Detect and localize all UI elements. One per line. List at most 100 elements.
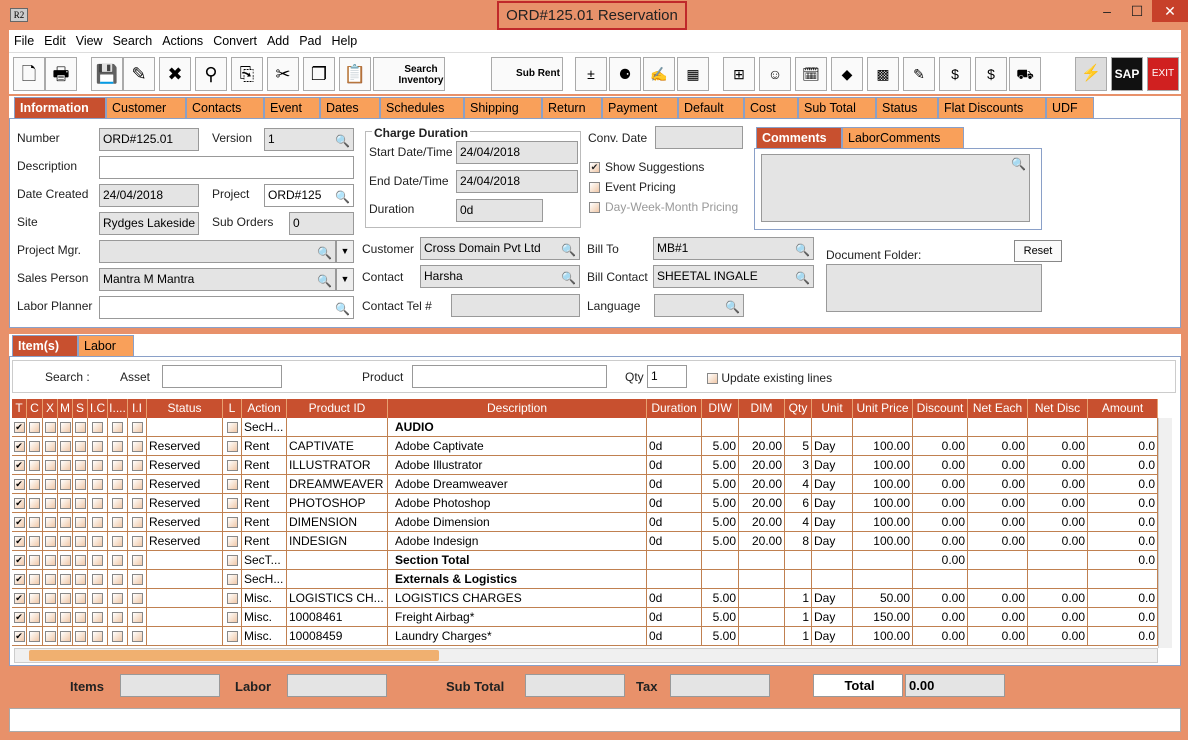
row-checkbox-cell[interactable] [73,532,88,551]
column-header-i[interactable]: I.... [108,399,128,418]
cell-unit[interactable] [812,570,853,589]
menu-help[interactable]: Help [331,34,358,48]
row-checkbox-cell[interactable] [43,589,58,608]
checkbox[interactable] [29,593,40,605]
checkbox[interactable] [112,422,123,434]
cell-dim[interactable] [739,570,785,589]
checkbox[interactable]: ✔ [13,593,25,605]
cell-duration[interactable] [647,570,702,589]
cell-dim[interactable]: 20.00 [739,437,785,456]
cell-qty[interactable]: 1 [785,627,812,646]
checkbox[interactable] [59,460,71,472]
column-header-description[interactable]: Description [388,399,647,418]
comments-textarea[interactable]: 🔍 [761,154,1030,222]
checkbox[interactable] [29,612,40,624]
cell-diw[interactable] [702,570,739,589]
cell-dim[interactable] [739,627,785,646]
row-checkbox-cell[interactable] [108,456,128,475]
cell-dim[interactable] [739,589,785,608]
column-header-x[interactable]: X [43,399,58,418]
row-checkbox-cell[interactable] [58,532,73,551]
row-checkbox-cell[interactable] [128,608,147,627]
cell-product[interactable]: DIMENSION [287,513,388,532]
checkbox[interactable] [74,422,86,434]
row-checkbox-cell[interactable] [58,513,73,532]
cell-amount[interactable]: 0.0 [1088,627,1158,646]
cell-price[interactable] [853,551,913,570]
row-checkbox-cell[interactable] [27,532,43,551]
column-header-unitprice[interactable]: Unit Price [853,399,913,418]
scrollbar-thumb[interactable] [29,650,439,661]
column-header-action[interactable]: Action [242,399,287,418]
cell-l[interactable] [223,570,242,589]
cell-duration[interactable]: 0d [647,456,702,475]
search-inventory-button[interactable]: Search Inventory [373,57,445,91]
checkbox[interactable] [226,498,238,510]
cell-desc[interactable]: LOGISTICS CHARGES [388,589,647,608]
checkbox[interactable] [92,593,103,605]
cell-status[interactable]: Reserved [147,475,223,494]
cell-l[interactable] [223,456,242,475]
checkbox[interactable]: ✔ [13,517,25,529]
checkbox[interactable] [92,479,103,491]
row-checkbox-cell[interactable]: ✔ [12,532,27,551]
dwm-pricing-checkbox[interactable]: Day-Week-Month Pricing [589,200,738,214]
row-checkbox-cell[interactable] [27,627,43,646]
form-icon[interactable]: ✎ [903,57,935,91]
tab-labor[interactable]: Labor [78,335,134,356]
row-checkbox-cell[interactable] [108,513,128,532]
cell-status[interactable]: Reserved [147,456,223,475]
checkbox[interactable] [59,574,71,586]
checkbox[interactable]: ✔ [13,498,25,510]
checkbox[interactable] [74,536,86,548]
hierarchy-icon[interactable]: ⊞ [723,57,755,91]
reset-button[interactable]: Reset [1014,240,1062,262]
cell-qty[interactable]: 4 [785,475,812,494]
cell-action[interactable]: Rent [242,494,287,513]
cell-unit[interactable] [812,551,853,570]
dropdown-arrow-icon[interactable]: ▼ [336,268,354,291]
checkbox[interactable] [131,441,143,453]
checkbox[interactable] [44,460,56,472]
checkbox[interactable] [131,574,143,586]
row-checkbox-cell[interactable]: ✔ [12,570,27,589]
row-checkbox-cell[interactable] [58,494,73,513]
number-field[interactable]: ORD#125.01 [99,128,199,151]
cell-amount[interactable]: 0.0 [1088,475,1158,494]
cell-discount[interactable]: 0.00 [913,456,968,475]
cell-status[interactable]: Reserved [147,437,223,456]
cell-l[interactable] [223,494,242,513]
cell-discount[interactable]: 0.00 [913,532,968,551]
tab-status[interactable]: Status [876,97,938,118]
cell-price[interactable]: 100.00 [853,437,913,456]
cell-unit[interactable]: Day [812,608,853,627]
checkbox[interactable] [131,498,143,510]
cell-price[interactable] [853,570,913,589]
row-checkbox-cell[interactable]: ✔ [12,475,27,494]
row-checkbox-cell[interactable] [58,437,73,456]
cell-net-each[interactable]: 0.00 [968,475,1028,494]
tab-labor-comments[interactable]: LaborComments [842,127,964,148]
row-checkbox-cell[interactable] [128,456,147,475]
checkbox[interactable]: ✔ [13,631,25,643]
cell-l[interactable] [223,589,242,608]
cell-net-disc[interactable]: 0.00 [1028,608,1088,627]
cell-l[interactable] [223,513,242,532]
checkbox[interactable]: ✔ [13,460,25,472]
checkbox[interactable] [92,574,103,586]
row-checkbox-cell[interactable] [88,513,108,532]
row-checkbox-cell[interactable] [73,456,88,475]
cell-price[interactable]: 100.00 [853,494,913,513]
column-header-discount[interactable]: Discount [913,399,968,418]
truck-icon[interactable]: ⛟ [1009,57,1041,91]
cell-action[interactable]: Misc. [242,589,287,608]
row-checkbox-cell[interactable] [108,532,128,551]
tab-contacts[interactable]: Contacts [186,97,264,118]
checkbox[interactable] [131,593,143,605]
customer-field[interactable]: Cross Domain Pvt Ltd 🔍 [420,237,580,260]
checkbox[interactable] [131,612,143,624]
cell-price[interactable]: 100.00 [853,456,913,475]
cell-net-disc[interactable] [1028,418,1088,437]
delete-icon[interactable]: ✖ [159,57,191,91]
cell-product[interactable]: DREAMWEAVER [287,475,388,494]
